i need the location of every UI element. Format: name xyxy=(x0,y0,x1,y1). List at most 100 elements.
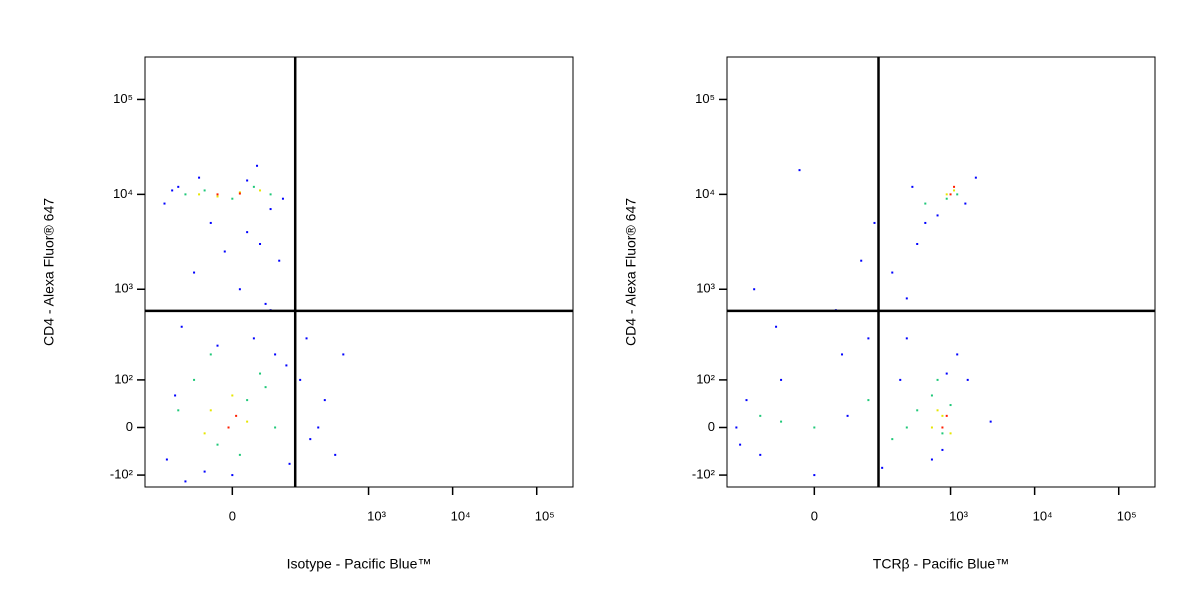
event-dot xyxy=(941,414,944,417)
event-dot xyxy=(259,189,262,192)
event-dot xyxy=(846,414,849,417)
event-dot xyxy=(881,466,884,469)
y-tick-label: -10² xyxy=(110,467,134,482)
event-dot xyxy=(323,399,326,402)
event-dot xyxy=(860,259,863,262)
event-dot xyxy=(203,470,206,473)
event-dot xyxy=(936,214,939,217)
event-dot xyxy=(945,193,948,196)
event-dot xyxy=(953,189,956,192)
event-dot xyxy=(252,185,255,188)
event-dot xyxy=(930,426,933,429)
x-tick-label: 10⁴ xyxy=(1033,508,1053,523)
event-dot xyxy=(949,193,952,196)
event-dot xyxy=(953,185,956,188)
y-tick-label: 10⁴ xyxy=(113,186,133,201)
event-dot xyxy=(936,378,939,381)
event-dot xyxy=(238,192,241,195)
event-dot xyxy=(246,420,249,423)
event-dot xyxy=(945,372,948,375)
y-tick-label: 10³ xyxy=(696,281,715,296)
event-dot xyxy=(924,221,927,224)
event-dot xyxy=(745,399,748,402)
event-dot xyxy=(989,420,992,423)
event-dot xyxy=(203,189,206,192)
event-dot xyxy=(246,399,249,402)
event-dot xyxy=(949,432,952,435)
y-tick-label: 10⁴ xyxy=(695,186,715,201)
event-dot xyxy=(274,426,277,429)
event-dot xyxy=(174,394,177,397)
event-dot xyxy=(974,176,977,179)
event-dot xyxy=(281,197,284,200)
event-dot xyxy=(867,337,870,340)
event-dot xyxy=(945,197,948,200)
event-dot xyxy=(936,409,939,412)
event-dot xyxy=(775,325,778,328)
event-dot xyxy=(334,453,337,456)
event-dot xyxy=(259,242,262,245)
y-tick-label: 10² xyxy=(114,371,133,386)
event-dot xyxy=(930,394,933,397)
event-dot xyxy=(873,221,876,224)
y-tick-label: 10⁵ xyxy=(113,91,133,106)
event-dot xyxy=(216,443,219,446)
event-dot xyxy=(905,297,908,300)
event-dot xyxy=(238,288,241,291)
event-dot xyxy=(180,325,183,328)
event-dot xyxy=(780,378,783,381)
event-dot xyxy=(256,164,259,167)
event-dot xyxy=(177,185,180,188)
event-dot xyxy=(269,193,272,196)
event-dot xyxy=(941,426,944,429)
event-dot xyxy=(209,221,212,224)
event-dot xyxy=(184,193,187,196)
event-dot xyxy=(216,193,219,196)
y-tick-label: 0 xyxy=(708,419,715,434)
plot-frame xyxy=(144,56,574,488)
event-dot xyxy=(259,372,262,375)
event-dot xyxy=(841,353,844,356)
event-dot xyxy=(285,364,288,367)
event-dot xyxy=(193,378,196,381)
event-dot xyxy=(753,288,756,291)
event-dot xyxy=(911,185,914,188)
event-dot xyxy=(916,242,919,245)
event-dot xyxy=(891,438,894,441)
event-dot xyxy=(941,432,944,435)
y-axis-title: CD4 - Alexa Fluor® 647 xyxy=(41,198,57,346)
event-dot xyxy=(891,271,894,274)
event-dot xyxy=(223,250,226,253)
event-dot xyxy=(299,378,302,381)
y-tick-label: 10² xyxy=(696,371,715,386)
x-tick-label: 10⁴ xyxy=(451,508,471,523)
event-dot xyxy=(288,462,291,465)
event-dot xyxy=(278,259,281,262)
event-dot xyxy=(171,189,174,192)
event-dot xyxy=(780,420,783,423)
event-dot xyxy=(941,448,944,451)
event-dot xyxy=(231,197,234,200)
y-axis-title: CD4 - Alexa Fluor® 647 xyxy=(623,198,639,346)
event-dot xyxy=(216,195,219,198)
x-tick-label: 10⁵ xyxy=(535,508,555,523)
event-dot xyxy=(264,302,267,305)
event-dot xyxy=(956,353,959,356)
event-dot xyxy=(759,414,762,417)
event-dot xyxy=(905,426,908,429)
event-dot xyxy=(759,453,762,456)
event-dot xyxy=(163,202,166,205)
event-dot xyxy=(949,404,952,407)
event-dot xyxy=(231,394,234,397)
event-dot xyxy=(867,399,870,402)
event-dot xyxy=(246,179,249,182)
event-dot xyxy=(899,378,902,381)
event-dot xyxy=(216,344,219,347)
event-dot xyxy=(177,409,180,412)
event-dot xyxy=(227,426,230,429)
event-dot xyxy=(309,438,312,441)
y-tick-label: -10² xyxy=(692,467,716,482)
event-dot xyxy=(238,453,241,456)
event-dot xyxy=(235,414,238,417)
event-dot xyxy=(966,378,969,381)
